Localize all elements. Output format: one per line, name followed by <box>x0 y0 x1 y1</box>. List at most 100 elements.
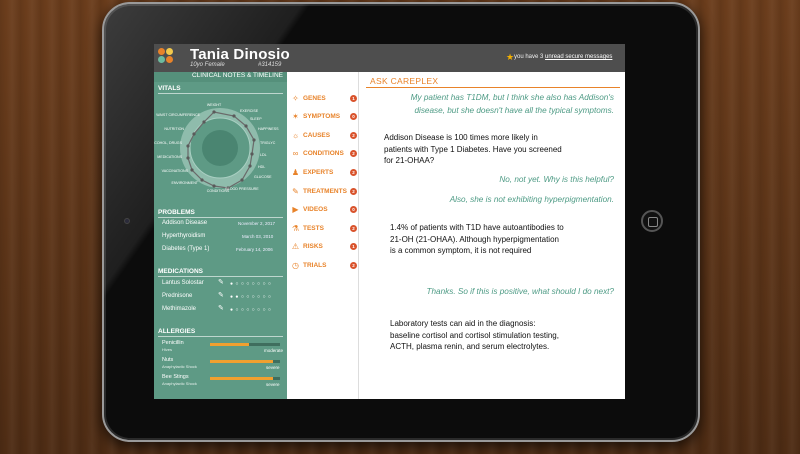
syringe-icon: ✎ <box>292 186 299 196</box>
count-badge: 0 <box>350 113 357 121</box>
vitals-label: GLUCOSE <box>254 175 272 179</box>
category-causes[interactable]: ☼ CAUSES 2 <box>291 129 357 141</box>
patient-demographics: 10yo Female <box>190 62 225 68</box>
messages-notice: you have 3 unread secure messages <box>514 54 612 60</box>
problems-heading: PROBLEMS <box>158 209 195 216</box>
link-icon: ∞ <box>292 149 299 159</box>
radar-point <box>244 124 248 128</box>
category-videos[interactable]: ▶ VIDEOS 0 <box>291 204 357 216</box>
user-message: Also, she is not exhibiting hyperpigment… <box>449 195 614 204</box>
radar-point <box>190 168 194 172</box>
allergy-reaction: Anaphylactic Shock <box>162 381 197 386</box>
vitals-radar-chart[interactable]: WEIGHT EXERCISE SLEEP HAPPINESS TRIGLYC LDL HD… <box>154 96 287 206</box>
problem-name[interactable]: Hyperthyroidism <box>162 233 206 239</box>
top-bar: Tania Dinosio 10yo Female #314159 ★ you … <box>154 44 625 72</box>
logo-dot <box>158 56 165 63</box>
radar-point <box>212 184 216 188</box>
allergy-name[interactable]: Penicillin <box>162 340 184 346</box>
radar-point <box>250 152 254 156</box>
count-badge: 2 <box>350 261 357 269</box>
star-icon: ★ <box>506 52 515 62</box>
radar-point <box>202 120 206 124</box>
title-underline <box>366 87 620 88</box>
medication-name[interactable]: Prednisone <box>162 293 193 299</box>
vitals-label: WEIGHT <box>207 103 222 107</box>
vitals-label: HDL <box>258 165 265 169</box>
problem-date: February 14, 2006 <box>236 247 273 252</box>
people-icon: ♟ <box>291 167 300 177</box>
count-badge: 1 <box>350 243 357 251</box>
severity-label: severe <box>266 382 280 387</box>
vitals-label: EXERCISE <box>240 109 259 113</box>
category-genes[interactable]: ✧ GENES 1 <box>291 92 357 104</box>
category-label: GENES <box>303 94 326 102</box>
category-tests[interactable]: ⚗ TESTS 2 <box>291 222 357 234</box>
category-experts[interactable]: ♟ EXPERTS 2 <box>291 166 357 178</box>
allergy-reaction: Hives <box>162 347 173 352</box>
logo-dot <box>166 56 173 63</box>
radar-point <box>200 178 204 182</box>
dna-icon: ✧ <box>292 93 299 103</box>
dose-dots: ● ○ ○ ○ ○ ○ ○ ○ <box>230 281 272 287</box>
vitals-label: NUTRITION <box>164 127 184 131</box>
dose-dots: ● ○ ○ ○ ○ ○ ○ ○ <box>230 307 272 313</box>
clock-icon: ◷ <box>292 260 299 270</box>
count-badge: 2 <box>350 187 357 195</box>
vitals-label: SLEEP <box>250 117 262 121</box>
medication-name[interactable]: Methimazole <box>162 306 197 312</box>
vitals-label: HAPPINESS <box>258 127 279 131</box>
radar-point <box>226 186 230 190</box>
radar-point <box>212 110 216 114</box>
divider <box>158 93 283 94</box>
patient-id: #314159 <box>258 62 282 68</box>
careplex-reply: Laboratory tests can aid in the diagnosi… <box>390 319 559 351</box>
vitals-label: LDL <box>260 153 267 157</box>
allergy-reaction: Anaphylactic Shock <box>162 364 197 369</box>
vitals-label: CONDITIONS <box>207 189 230 193</box>
count-badge: 2 <box>350 150 357 158</box>
logo-icon <box>158 48 165 55</box>
vitals-heading: VITALS <box>158 85 181 92</box>
unread-messages-link[interactable]: unread secure messages <box>545 54 613 60</box>
vitals-label: ENVIRONMENT <box>171 181 198 185</box>
medication-name[interactable]: Lantus Solostar <box>162 280 204 286</box>
ask-careplex-panel: ASK CAREPLEX My patient has T1DM, but I … <box>360 72 625 399</box>
user-message: No, not yet. Why is this helpful? <box>499 175 614 184</box>
video-icon: ▶ <box>292 205 299 215</box>
category-label: RISKS <box>303 243 323 251</box>
divider <box>158 276 283 277</box>
severity-bar <box>210 360 280 363</box>
category-label: CAUSES <box>303 131 331 139</box>
severity-label: moderate <box>264 348 284 353</box>
user-message: Thanks. So if this is positive, what sho… <box>426 287 614 296</box>
user-message: My patient has T1DM, but I think she als… <box>410 93 614 115</box>
category-label: EXPERTS <box>303 168 334 176</box>
logo-dot <box>166 48 173 55</box>
radar-point <box>252 138 256 142</box>
allergy-name[interactable]: Nuts <box>162 357 174 363</box>
home-button[interactable] <box>641 210 663 232</box>
category-symptoms[interactable]: ✶ SYMPTOMS 0 <box>291 111 357 123</box>
radar-point <box>192 132 196 136</box>
category-risks[interactable]: ⚠ RISKS 1 <box>291 241 357 253</box>
app-screen: Tania Dinosio 10yo Female #314159 ★ you … <box>154 44 625 399</box>
category-label: TESTS <box>303 224 324 232</box>
medications-heading: MEDICATIONS <box>158 268 204 275</box>
person-icon: ✶ <box>292 112 299 122</box>
severity-fill <box>210 377 273 380</box>
category-conditions[interactable]: ∞ CONDITIONS 2 <box>291 148 357 160</box>
messages-prefix: you have 3 <box>514 54 544 60</box>
category-treatments[interactable]: ✎ TREATMENTS 2 <box>291 185 357 197</box>
problem-name[interactable]: Diabetes (Type 1) <box>162 246 210 252</box>
problem-name[interactable]: Addison Disease <box>162 220 208 226</box>
allergy-name[interactable]: Bee Stings <box>162 374 189 380</box>
category-trials[interactable]: ◷ TRIALS 2 <box>291 259 357 271</box>
count-badge: 2 <box>350 168 357 176</box>
severity-fill <box>210 360 273 363</box>
pill-icon: ✎ <box>218 305 224 312</box>
warning-icon: ⚠ <box>291 242 300 252</box>
vitals-label: WAIST CIRCUMFERENCE <box>156 113 200 117</box>
allergies-heading: ALLERGIES <box>158 328 196 335</box>
vitals-label: BLOOD PRESSURE <box>225 187 259 191</box>
pill-icon: ✎ <box>218 279 224 286</box>
